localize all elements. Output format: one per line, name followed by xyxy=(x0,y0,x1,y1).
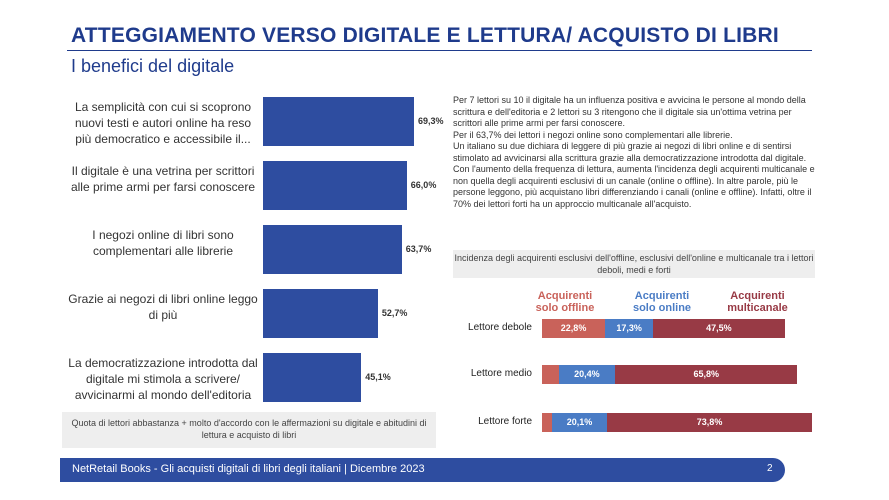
category-label: Il digitale è una vetrina per scrittori … xyxy=(70,164,256,194)
segment-label: 17,3% xyxy=(616,323,642,333)
legend-online: Acquirenti solo online xyxy=(632,290,692,314)
segment-label: 73,8% xyxy=(696,417,723,427)
paragraph: Con l'aumento della frequenza di lettura… xyxy=(453,164,815,209)
stacked-segment xyxy=(551,413,608,432)
bar xyxy=(263,225,402,274)
stacked-segment xyxy=(542,319,606,338)
row-label: Lettore medio xyxy=(470,368,532,379)
category-label: La democratizzazione introdotta dal digi… xyxy=(68,356,258,402)
segment-label: 22,8% xyxy=(560,323,587,333)
stacked-segment xyxy=(615,365,798,384)
bar xyxy=(263,97,414,146)
category-label: Grazie ai negozi di libri online leggo d… xyxy=(68,292,258,322)
stacked-segment xyxy=(607,413,812,432)
stacked-segment xyxy=(542,365,559,384)
title-rule xyxy=(67,50,812,51)
stacked-segment xyxy=(558,365,616,384)
paragraph: Per il 63,7% dei lettori i negozi online… xyxy=(453,129,733,140)
value-label: 69,3% xyxy=(418,115,444,126)
paragraph: Per 7 lettori su 10 il digitale ha un in… xyxy=(453,95,806,128)
segment-label: 47,5% xyxy=(706,323,732,333)
stacked-segment xyxy=(653,319,785,338)
value-label: 63,7% xyxy=(405,243,432,254)
value-label: 52,7% xyxy=(381,307,408,318)
bar xyxy=(263,289,378,338)
page-title: ATTEGGIAMENTO VERSO DIGITALE E LETTURA/ … xyxy=(71,24,779,47)
right-paragraphs: Per 7 lettori su 10 il digitale ha un in… xyxy=(453,95,815,210)
paragraph: Un italiano su due dichiara di leggere d… xyxy=(453,141,807,163)
stacked-segment xyxy=(605,319,654,338)
category-label: I negozi online di libri sono complement… xyxy=(92,228,234,258)
footer-band xyxy=(60,458,785,482)
row-label: Lettore debole xyxy=(468,322,532,333)
incidence-chart-title: Incidenza degli acquirenti esclusivi del… xyxy=(453,250,815,278)
value-label: 45,1% xyxy=(365,371,391,382)
row-label: Lettore forte xyxy=(478,416,532,427)
segment-label: 20,4% xyxy=(574,369,600,379)
stacked-segment xyxy=(542,413,552,432)
category-label: La semplicità con cui si scoprono nuovi … xyxy=(74,100,252,146)
segment-label: 65,8% xyxy=(693,369,720,379)
benefits-note: Quota di lettori abbastanza + molto d'ac… xyxy=(62,412,436,448)
legend-multichannel: Acquirenti multicanale xyxy=(727,290,788,314)
segment-label: 20,1% xyxy=(566,417,593,427)
footer-text: NetRetail Books - Gli acquisti digitali … xyxy=(72,463,425,475)
page-number: 2 xyxy=(767,463,773,474)
value-label: 66,0% xyxy=(410,179,437,190)
bar xyxy=(263,161,407,210)
page-subtitle: I benefici del digitale xyxy=(71,56,235,76)
bar xyxy=(263,353,362,402)
legend-offline: Acquirenti solo offline xyxy=(535,290,595,314)
